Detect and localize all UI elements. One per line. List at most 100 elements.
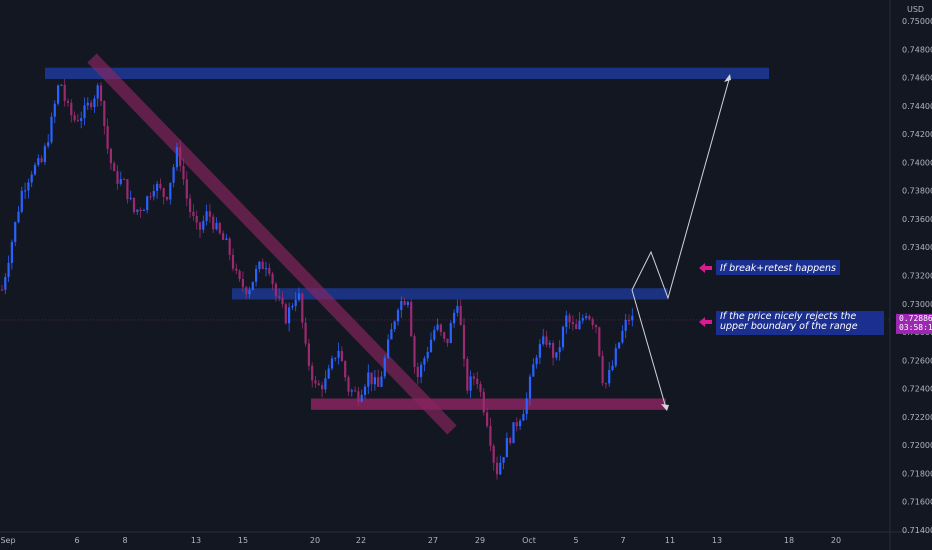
breakout-arrowhead: [724, 74, 731, 82]
candle-body: [40, 158, 43, 163]
candle-body: [548, 342, 551, 345]
candle-body: [103, 101, 106, 126]
candle-body: [608, 370, 611, 384]
candle-body: [512, 422, 515, 444]
candle-body: [17, 211, 20, 223]
x-tick: Oct: [522, 536, 536, 545]
candle-body: [601, 355, 604, 384]
candle-body: [354, 390, 357, 392]
y-tick: 0.73400: [902, 243, 932, 252]
candle-body: [195, 216, 198, 223]
candle-body: [509, 438, 512, 444]
y-tick: 0.71800: [902, 469, 932, 478]
range-top-zone[interactable]: [232, 288, 668, 300]
downtrend-channel[interactable]: [87, 53, 457, 435]
last-price-badge: 0.72886 03:58:12: [896, 313, 932, 334]
candle-body: [393, 321, 396, 330]
candle-body: [202, 221, 205, 230]
pink-arrow-icon: [699, 263, 712, 273]
candle-body: [278, 296, 281, 299]
x-tick: 27: [428, 536, 438, 545]
x-tick: 22: [356, 536, 366, 545]
candle-body: [426, 351, 429, 359]
candle-body: [334, 357, 337, 359]
candle-body: [80, 118, 83, 121]
candle-body: [189, 198, 192, 212]
candle-body: [255, 269, 258, 282]
y-tick: 0.75000: [902, 17, 932, 26]
annotation-break-retest[interactable]: If break+retest happens: [699, 260, 840, 275]
candle-body: [350, 390, 353, 392]
candle-body: [416, 366, 419, 378]
candle-body: [274, 283, 277, 297]
candle-body: [522, 414, 525, 421]
candle-body: [561, 326, 565, 348]
candle-body: [321, 385, 324, 390]
candle-body: [542, 336, 545, 345]
candle-body: [611, 365, 614, 371]
candle-body: [231, 254, 235, 269]
candle-body: [225, 238, 228, 240]
candle-body: [383, 357, 386, 377]
candle-body: [24, 190, 27, 192]
candle-body: [453, 312, 456, 324]
y-tick: 0.73800: [902, 187, 932, 196]
breakout-projection-path: [631, 75, 731, 300]
candle-body: [261, 261, 264, 270]
candle-body: [248, 289, 251, 295]
candle-body: [535, 357, 538, 365]
candle-body: [182, 166, 185, 180]
candle-body: [301, 293, 304, 323]
candle-body: [410, 301, 413, 337]
annotation-label: If break+retest happens: [720, 263, 836, 274]
x-tick: 13: [712, 536, 722, 545]
x-tick: 20: [831, 536, 841, 545]
candle-body: [519, 420, 522, 427]
candle-body: [575, 324, 578, 329]
x-tick: Sep: [0, 536, 15, 545]
resistance-zone-top[interactable]: [45, 67, 769, 79]
time-axis[interactable]: Sep 6 8 13 15 20 22 27 29 Oct 5 7 11 13 …: [0, 536, 841, 545]
candle-body: [495, 462, 499, 475]
x-tick: 11: [665, 536, 675, 545]
candle-body: [591, 319, 594, 326]
candle-body: [159, 183, 162, 189]
candle-body: [420, 364, 423, 378]
candle-body: [149, 196, 152, 198]
candle-body: [436, 324, 439, 330]
candle-body: [347, 377, 350, 392]
candle-body: [317, 383, 320, 386]
candle-body: [57, 85, 60, 104]
candle-body: [222, 233, 225, 240]
y-tick: 0.73000: [902, 300, 932, 309]
candle-body: [109, 148, 112, 164]
candle-body: [294, 299, 297, 307]
candle-body: [175, 147, 178, 168]
candle-body: [264, 268, 268, 270]
candle-body: [314, 380, 317, 384]
price-axis[interactable]: 0.75000 0.74800 0.74600 0.74400 0.74200 …: [902, 17, 932, 535]
rejection-arrowhead: [661, 404, 669, 411]
annotation-rejection[interactable]: If the price nicely rejects the upper bo…: [699, 311, 884, 335]
candle-body: [311, 365, 314, 381]
candle-body: [146, 196, 149, 211]
candle-body: [413, 336, 416, 367]
candle-body: [479, 384, 482, 392]
candle-body: [429, 339, 433, 352]
candle-body: [70, 102, 73, 116]
pink-arrow-icon: [699, 317, 712, 327]
candle-body: [258, 261, 261, 270]
candle-body: [486, 412, 489, 427]
y-tick: 0.71600: [902, 498, 932, 507]
y-tick: 0.73600: [902, 215, 932, 224]
candle-body: [90, 102, 93, 108]
currency-label: USD: [907, 5, 924, 14]
candle-body: [235, 268, 238, 271]
candle-body: [502, 457, 505, 463]
range-bottom-zone[interactable]: [311, 398, 666, 410]
candle-body: [132, 197, 136, 212]
candle-body: [284, 304, 287, 324]
candle-body: [515, 422, 518, 427]
x-tick: 29: [475, 536, 485, 545]
